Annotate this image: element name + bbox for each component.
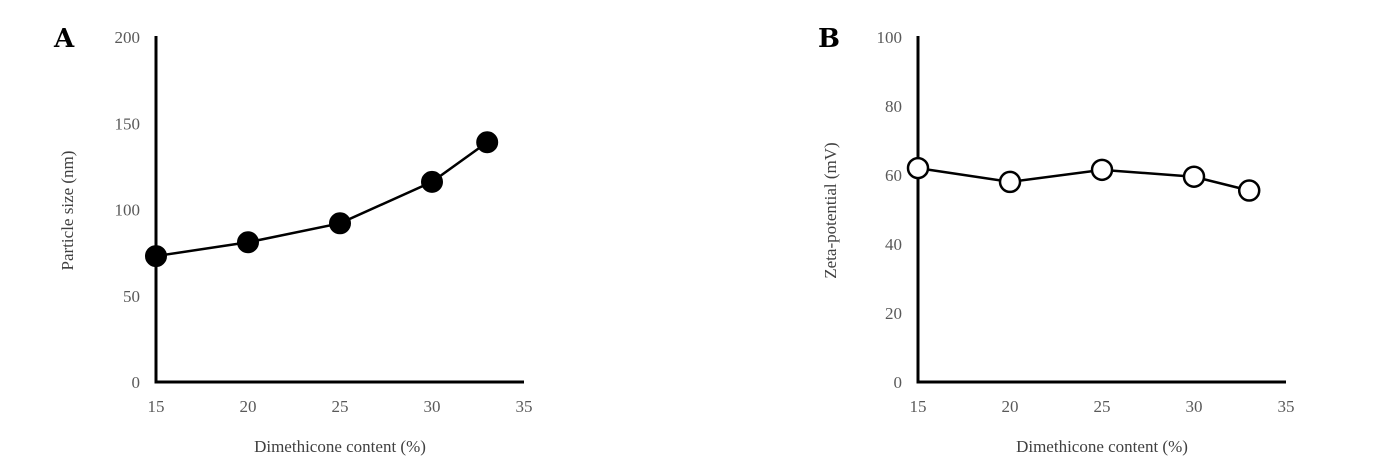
- panel-letter-a: A: [53, 24, 75, 54]
- data-point: [329, 212, 351, 235]
- data-point: [476, 131, 499, 154]
- panel-letter-b: B: [818, 24, 840, 54]
- y-axis-title: Particle size (nm): [58, 151, 77, 271]
- data-point: [906, 156, 930, 180]
- data-point: [998, 170, 1022, 194]
- x-tick-label: 25: [332, 397, 349, 416]
- x-tick-label: 25: [1094, 397, 1111, 416]
- y-tick-label: 100: [115, 201, 141, 220]
- x-tick-label: 15: [910, 397, 927, 416]
- x-tick-label: 30: [424, 397, 441, 416]
- x-tick-label: 30: [1186, 397, 1203, 416]
- data-point: [1182, 165, 1206, 188]
- data-point: [237, 231, 259, 254]
- x-tick-label: 20: [240, 397, 257, 416]
- y-axis-title: Zeta-potential (mV): [821, 142, 840, 278]
- x-tick-label: 35: [516, 397, 533, 416]
- x-axis-title: Dimethicone content (%): [1016, 437, 1188, 456]
- x-tick-label: 15: [148, 397, 165, 416]
- data-point: [421, 170, 443, 193]
- y-tick-label: 20: [885, 304, 902, 323]
- y-tick-label: 150: [115, 114, 141, 133]
- y-tick-label: 40: [885, 235, 902, 254]
- y-tick-label: 200: [115, 28, 141, 47]
- y-tick-label: 0: [894, 373, 903, 392]
- data-point: [1237, 179, 1261, 202]
- chart-panel-a: A 0 50 100 150 200 15 20 25 30 35 Dimethicone conte…: [53, 24, 533, 456]
- y-tick-label: 0: [132, 373, 141, 392]
- y-tick-label: 60: [885, 166, 902, 185]
- chart-panel-b: B 0 20 40 60 80 100 15 20 25 30 35 Dimethicone conte…: [818, 24, 1295, 456]
- y-tick-label: 50: [123, 287, 140, 306]
- series-line: [155, 141, 488, 258]
- x-tick-label: 35: [1278, 397, 1295, 416]
- y-tick-label: 100: [877, 28, 903, 47]
- x-tick-label: 20: [1002, 397, 1019, 416]
- y-tick-label: 80: [885, 97, 902, 116]
- data-point: [145, 245, 167, 268]
- data-point: [1090, 158, 1114, 182]
- x-axis-title: Dimethicone content (%): [254, 437, 426, 456]
